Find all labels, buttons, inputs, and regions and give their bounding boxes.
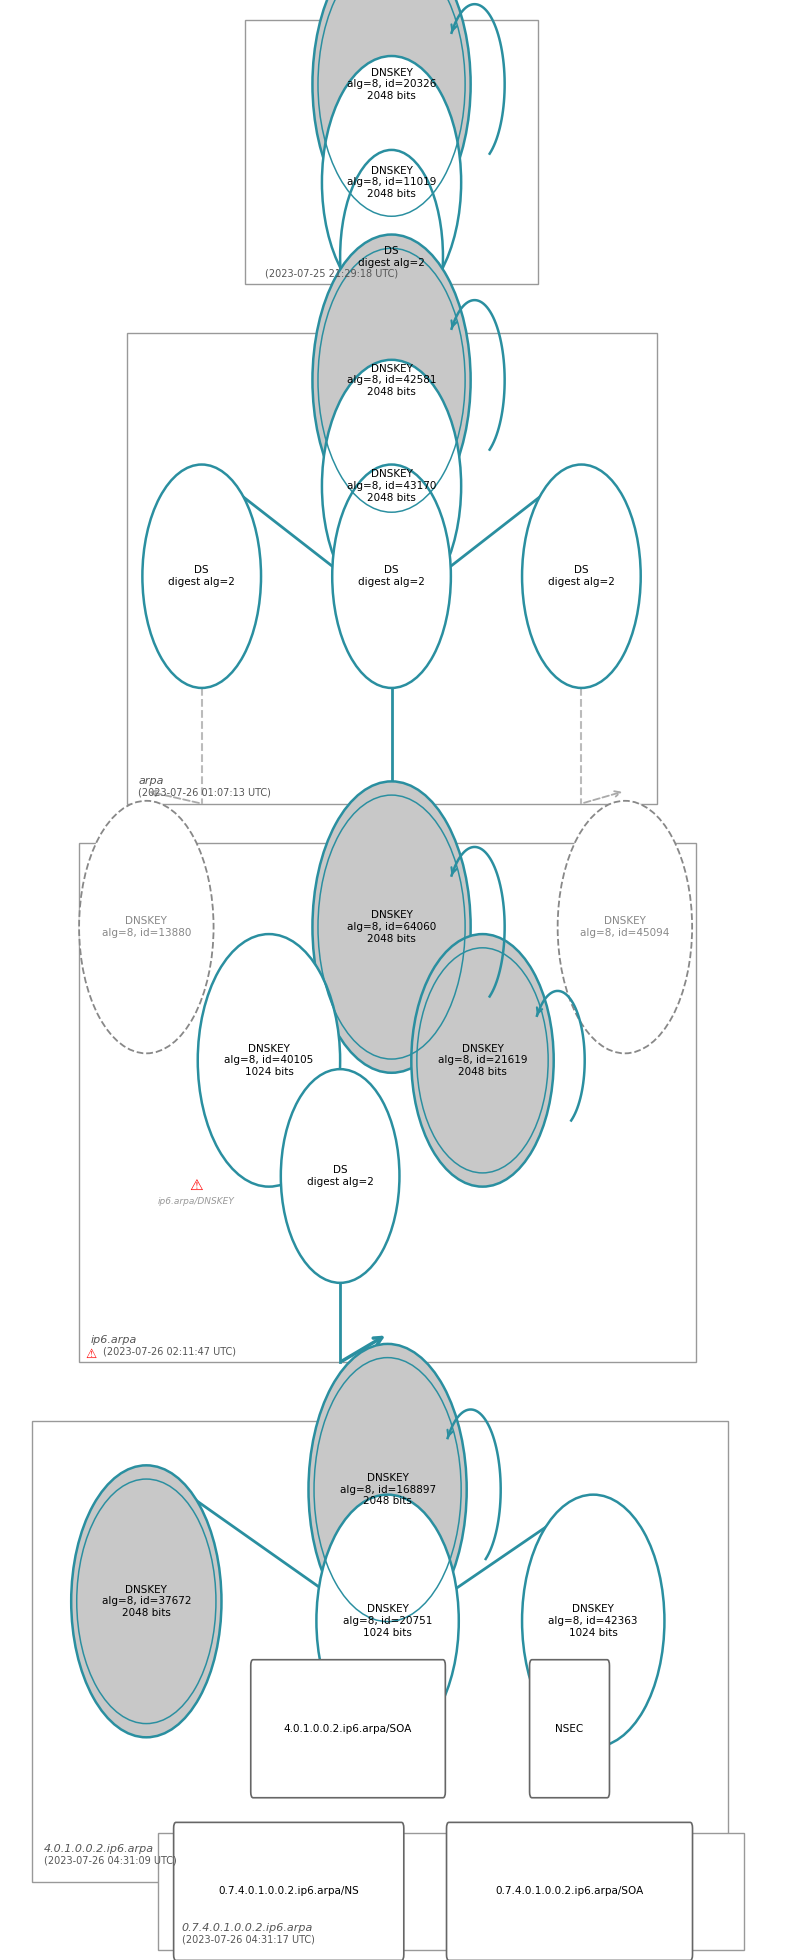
Text: DS
digest alg=2: DS digest alg=2 (358, 245, 425, 269)
FancyBboxPatch shape (79, 843, 696, 1362)
FancyBboxPatch shape (174, 1823, 403, 1960)
FancyBboxPatch shape (158, 1833, 744, 1950)
Text: (2023-07-26 04:31:17 UTC): (2023-07-26 04:31:17 UTC) (182, 1935, 315, 1944)
Ellipse shape (312, 0, 471, 229)
Text: (2023-07-25 21:29:18 UTC): (2023-07-25 21:29:18 UTC) (265, 269, 398, 278)
Text: 0.7.4.0.1.0.0.2.ip6.arpa/SOA: 0.7.4.0.1.0.0.2.ip6.arpa/SOA (495, 1886, 644, 1897)
Ellipse shape (558, 802, 692, 1053)
Ellipse shape (332, 465, 451, 688)
Ellipse shape (312, 782, 471, 1072)
Ellipse shape (411, 935, 554, 1186)
FancyBboxPatch shape (32, 1421, 728, 1882)
Text: DNSKEY
alg=8, id=13880: DNSKEY alg=8, id=13880 (102, 915, 191, 939)
Text: DNSKEY
alg=8, id=168897
2048 bits: DNSKEY alg=8, id=168897 2048 bits (339, 1474, 436, 1505)
Text: NSEC: NSEC (555, 1723, 584, 1735)
Ellipse shape (142, 465, 261, 688)
FancyBboxPatch shape (530, 1660, 610, 1797)
Ellipse shape (322, 361, 461, 612)
Text: ip6.arpa/DNSKEY: ip6.arpa/DNSKEY (157, 1198, 235, 1205)
Text: arpa: arpa (138, 776, 164, 786)
Text: ip6.arpa: ip6.arpa (91, 1335, 138, 1345)
Ellipse shape (322, 57, 461, 308)
Text: DS
digest alg=2: DS digest alg=2 (307, 1164, 373, 1188)
Ellipse shape (71, 1466, 221, 1737)
FancyBboxPatch shape (446, 1823, 693, 1960)
Text: DNSKEY
alg=8, id=42581
2048 bits: DNSKEY alg=8, id=42581 2048 bits (346, 365, 437, 396)
Ellipse shape (522, 465, 641, 688)
Ellipse shape (281, 1068, 399, 1284)
Ellipse shape (316, 1495, 459, 1746)
Text: (2023-07-26 01:07:13 UTC): (2023-07-26 01:07:13 UTC) (138, 788, 271, 798)
Text: DNSKEY
alg=8, id=64060
2048 bits: DNSKEY alg=8, id=64060 2048 bits (347, 911, 436, 943)
Ellipse shape (308, 1345, 467, 1635)
Text: DS
digest alg=2: DS digest alg=2 (548, 564, 615, 588)
Text: DS
digest alg=2: DS digest alg=2 (358, 564, 425, 588)
Ellipse shape (312, 235, 471, 525)
Ellipse shape (198, 935, 340, 1186)
Ellipse shape (340, 149, 443, 365)
Text: DNSKEY
alg=8, id=11019
2048 bits: DNSKEY alg=8, id=11019 2048 bits (347, 167, 436, 198)
Text: DS
digest alg=2: DS digest alg=2 (168, 564, 235, 588)
Text: (2023-07-26 04:31:09 UTC): (2023-07-26 04:31:09 UTC) (44, 1856, 176, 1866)
Text: DNSKEY
alg=8, id=42363
1024 bits: DNSKEY alg=8, id=42363 1024 bits (548, 1605, 638, 1637)
Text: DNSKEY
alg=8, id=40105
1024 bits: DNSKEY alg=8, id=40105 1024 bits (225, 1045, 313, 1076)
Text: DNSKEY
alg=8, id=21619
2048 bits: DNSKEY alg=8, id=21619 2048 bits (437, 1045, 528, 1076)
Text: DNSKEY
alg=8, id=37672
2048 bits: DNSKEY alg=8, id=37672 2048 bits (101, 1586, 191, 1617)
Text: DNSKEY
alg=8, id=43170
2048 bits: DNSKEY alg=8, id=43170 2048 bits (347, 470, 436, 502)
Text: 0.7.4.0.1.0.0.2.ip6.arpa: 0.7.4.0.1.0.0.2.ip6.arpa (182, 1923, 313, 1933)
Ellipse shape (79, 802, 214, 1053)
Text: DNSKEY
alg=8, id=20751
1024 bits: DNSKEY alg=8, id=20751 1024 bits (343, 1605, 432, 1637)
Text: ⚠: ⚠ (189, 1178, 203, 1194)
Text: 4.0.1.0.0.2.ip6.arpa/SOA: 4.0.1.0.0.2.ip6.arpa/SOA (284, 1723, 412, 1735)
Text: DNSKEY
alg=8, id=20326
2048 bits: DNSKEY alg=8, id=20326 2048 bits (347, 69, 436, 100)
FancyBboxPatch shape (251, 1660, 445, 1797)
Text: DNSKEY
alg=8, id=45094: DNSKEY alg=8, id=45094 (581, 915, 669, 939)
Text: ⚠: ⚠ (85, 1348, 97, 1360)
Ellipse shape (522, 1495, 664, 1746)
FancyBboxPatch shape (245, 20, 538, 284)
Text: (2023-07-26 02:11:47 UTC): (2023-07-26 02:11:47 UTC) (103, 1347, 236, 1356)
Text: 0.7.4.0.1.0.0.2.ip6.arpa/NS: 0.7.4.0.1.0.0.2.ip6.arpa/NS (218, 1886, 359, 1897)
Text: 4.0.1.0.0.2.ip6.arpa: 4.0.1.0.0.2.ip6.arpa (44, 1844, 153, 1854)
FancyBboxPatch shape (127, 333, 657, 804)
